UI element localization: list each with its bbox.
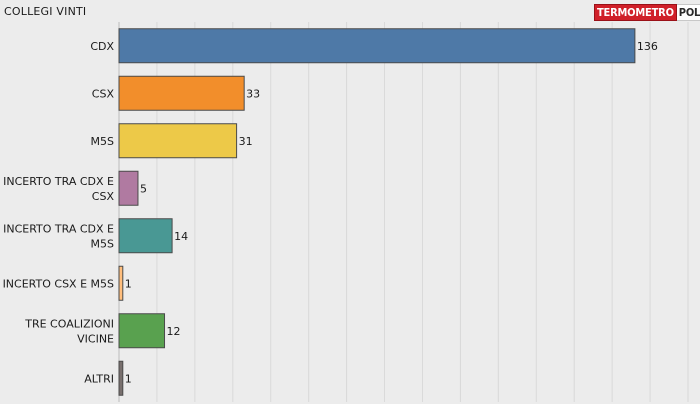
value-labels: 136 33 31 5 14 1 12 1	[125, 40, 658, 386]
category-label: INCERTO TRA CDX E M5S	[3, 222, 114, 250]
bar	[118, 313, 166, 349]
category-label: ALTRI	[84, 372, 114, 385]
category-label: INCERTO TRA CDX E CSX	[3, 175, 114, 203]
bar	[118, 170, 139, 206]
value-label: 33	[246, 87, 260, 100]
bar	[118, 218, 173, 254]
bar	[118, 360, 124, 396]
category-label: CDX	[90, 40, 114, 53]
bar	[118, 123, 238, 159]
category-label: TRE COALIZIONI VICINE	[24, 317, 114, 345]
category-labels: CDX CSX M5S INCERTO TRA CDX E CSX INCERTO TRA…	[3, 40, 115, 386]
bars	[118, 28, 636, 396]
logo-part-politico: POLITICO	[676, 4, 700, 21]
bar	[118, 28, 636, 64]
value-label: 1	[125, 372, 132, 385]
category-label: M5S	[91, 135, 114, 148]
bar	[118, 265, 124, 301]
value-label: 14	[174, 230, 188, 243]
value-label: 12	[167, 325, 181, 338]
termometro-politico-logo: TERMOMETRO POLITICO	[594, 4, 700, 21]
chart-title: COLLEGI VINTI	[4, 5, 87, 18]
category-label: CSX	[92, 87, 115, 100]
value-label: 136	[637, 40, 658, 53]
value-label: 5	[140, 182, 147, 195]
bar	[118, 75, 245, 111]
value-label: 31	[239, 135, 253, 148]
logo-part-termometro: TERMOMETRO	[594, 4, 677, 21]
category-label: INCERTO CSX E M5S	[3, 277, 114, 290]
value-label: 1	[125, 277, 132, 290]
